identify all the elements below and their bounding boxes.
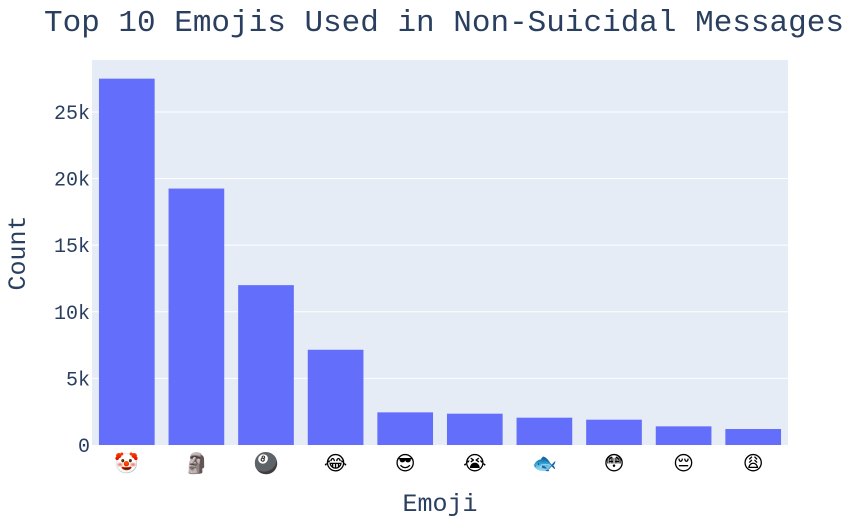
y-tick-label: 5k	[66, 369, 90, 392]
bar	[516, 417, 573, 445]
x-tick-label: 😳	[604, 451, 625, 475]
bars	[98, 78, 782, 446]
y-tick-label: 20k	[54, 170, 90, 193]
x-tick-label: 🤡	[114, 451, 139, 475]
x-tick-label: 🗿	[184, 451, 209, 475]
x-tick-label: 🎱	[254, 450, 279, 475]
bar	[307, 349, 364, 445]
y-axis-ticks: 0 5k 10k 15k 20k 25k	[54, 103, 90, 459]
y-tick-label: 25k	[54, 103, 90, 126]
x-tick-label: 😔	[673, 451, 694, 475]
bar	[377, 412, 434, 445]
y-tick-label: 0	[78, 436, 90, 459]
chart-title: Top 10 Emojis Used in Non-Suicidal Messa…	[44, 6, 844, 41]
x-axis-title: Emoji	[402, 490, 477, 519]
bar	[655, 426, 712, 445]
bar	[446, 413, 503, 445]
x-tick-label: 🐟	[532, 451, 557, 475]
bar	[238, 285, 294, 445]
y-tick-label: 10k	[54, 303, 90, 326]
bar	[725, 429, 782, 445]
y-axis-title: Count	[4, 215, 33, 290]
bar	[168, 188, 225, 445]
x-tick-label: 😭	[463, 451, 486, 475]
x-tick-label: 😂	[324, 451, 347, 475]
x-axis-ticks: 🤡 🗿 🎱 😂 😎 😭 🐟 😳 😔 😩	[114, 450, 763, 475]
x-tick-label: 😩	[743, 451, 764, 475]
y-tick-label: 15k	[54, 236, 90, 259]
bar	[586, 419, 642, 445]
bar	[98, 78, 155, 446]
x-tick-label: 😎	[395, 451, 416, 475]
